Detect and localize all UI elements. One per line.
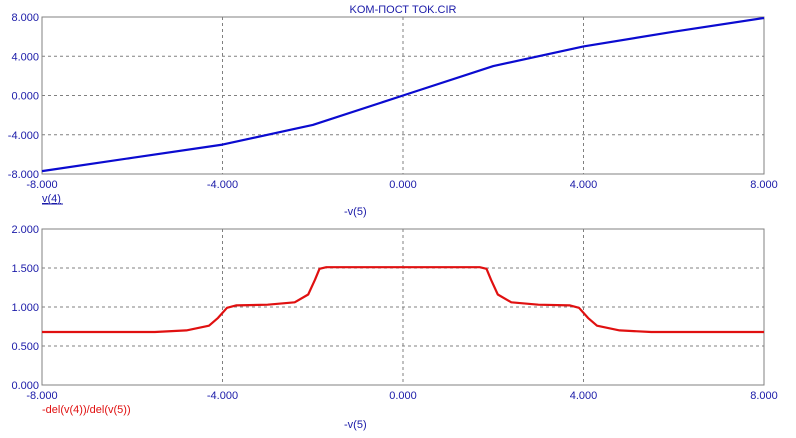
bottom-plot-series (42, 266, 764, 334)
bottom-plot-x-ticks: -8.000 -4.000 0.000 4.000 8.000 (26, 390, 777, 402)
bottom-y-tick-label: 0.500 (11, 341, 39, 353)
top-x-tick-label: 0.000 (389, 179, 417, 191)
bottom-plot: 2.000 1.500 1.000 0.500 0.000 -8.000 -4.000 0.… (11, 224, 777, 431)
top-y-tick-label: 4.000 (11, 51, 39, 63)
top-legend-label: v(4) (42, 193, 61, 205)
top-y-tick-label: 8.000 (11, 12, 39, 24)
bottom-plot-grid (42, 229, 764, 385)
top-y-tick-label: -4.000 (8, 130, 39, 142)
bottom-x-tick-label: 4.000 (570, 390, 598, 402)
top-x-tick-label: 8.000 (750, 179, 778, 191)
top-x-tick-label: -4.000 (207, 179, 238, 191)
bottom-x-tick-label: 8.000 (750, 390, 778, 402)
bottom-plot-y-ticks: 2.000 1.500 1.000 0.500 0.000 (11, 224, 39, 392)
top-x-axis-label: -v(5) (344, 206, 367, 218)
bottom-legend-label: -del(v(4))/del(v(5)) (42, 404, 131, 416)
bottom-y-tick-label: 2.000 (11, 224, 39, 236)
top-y-tick-label: 0.000 (11, 91, 39, 103)
top-plot-y-ticks: 8.000 4.000 0.000 -4.000 -8.000 (8, 12, 39, 181)
bottom-x-tick-label: 0.000 (389, 390, 417, 402)
bottom-y-tick-label: 1.000 (11, 302, 39, 314)
top-y-tick-label: -8.000 (8, 169, 39, 181)
top-plot-series (41, 16, 765, 173)
top-plot-x-ticks: -8.000 -4.000 0.000 4.000 8.000 (26, 179, 777, 191)
bottom-y-tick-label: 0.000 (11, 380, 39, 392)
top-plot: 8.000 4.000 0.000 -4.000 -8.000 -8.000 -4.000… (8, 12, 778, 218)
top-x-tick-label: -8.000 (26, 179, 57, 191)
top-series-line (41, 16, 765, 173)
chart-title: KOM-ПОСТ TOK.CIR (350, 4, 457, 16)
bottom-y-tick-label: 1.500 (11, 263, 39, 275)
bottom-x-tick-label: -4.000 (207, 390, 238, 402)
bottom-x-tick-label: -8.000 (26, 390, 57, 402)
bottom-series-line (42, 266, 764, 334)
bottom-x-axis-label: -v(5) (344, 419, 367, 431)
top-x-tick-label: 4.000 (570, 179, 598, 191)
